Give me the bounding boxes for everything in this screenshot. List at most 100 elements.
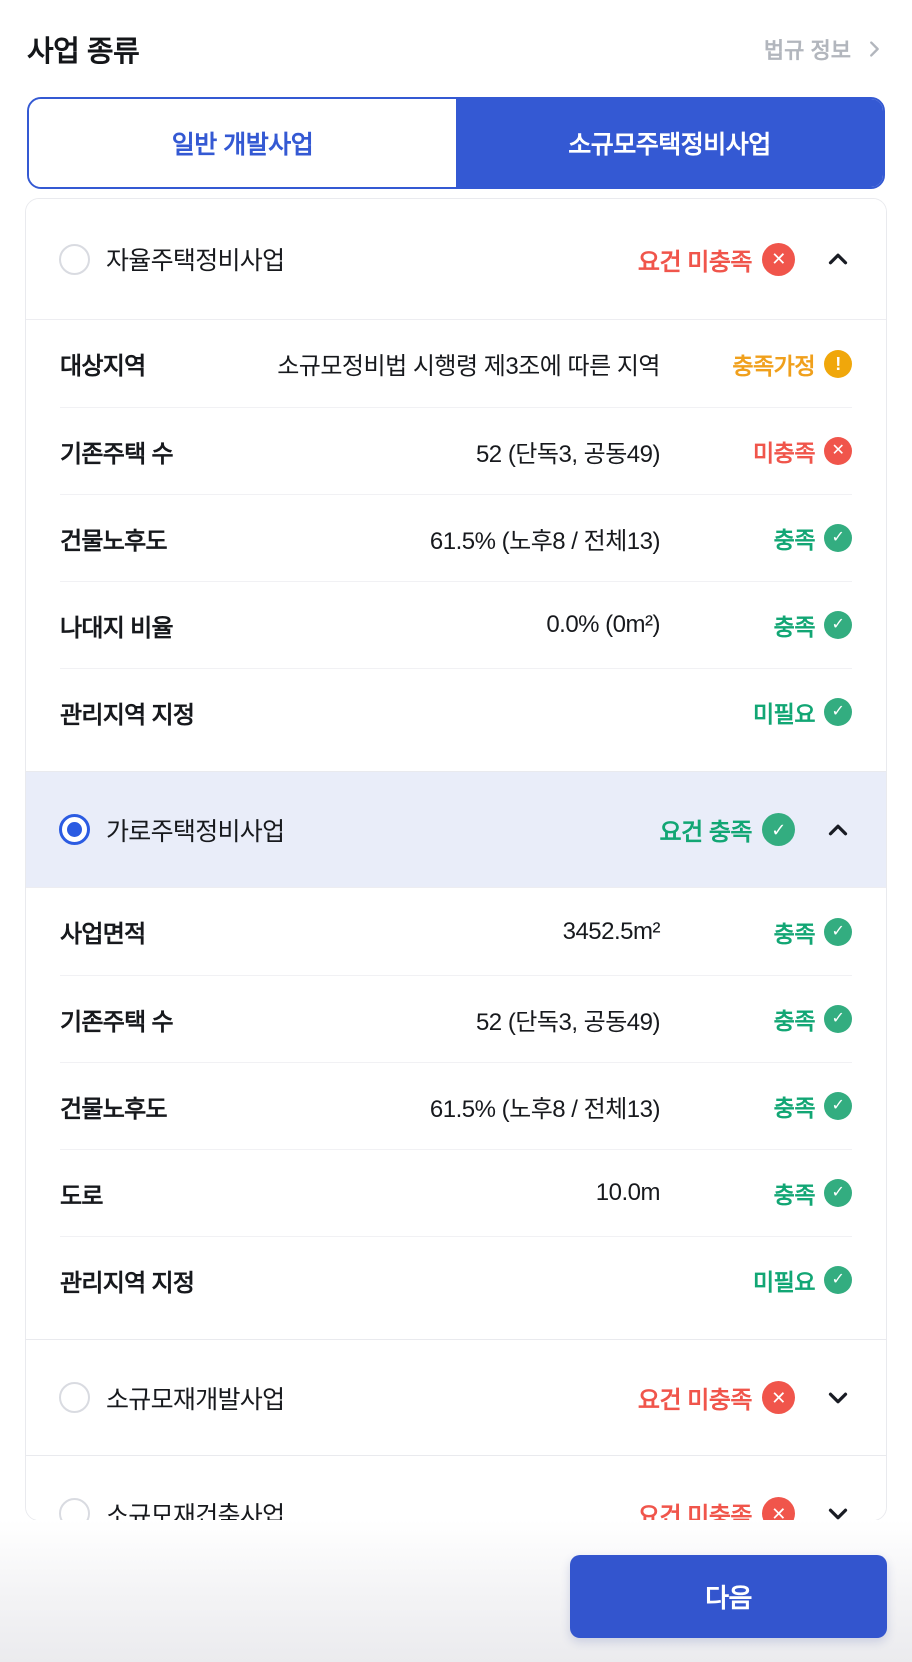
section-status-badge: 요건 미충족 ✕ bbox=[638, 1380, 795, 1415]
criteria-status-badge: 충족가정 ! bbox=[690, 347, 852, 381]
check-icon: ✓ bbox=[824, 1092, 852, 1120]
criteria-label: 건물노후도 bbox=[60, 527, 168, 555]
check-icon: ✓ bbox=[824, 1005, 852, 1033]
criteria-row: 나대지 비율 0.0% (0m²) 충족 ✓ bbox=[60, 581, 852, 668]
criteria-value: 52 (단독3, 공동49) bbox=[475, 1008, 661, 1036]
tab-small-scale-housing[interactable]: 소규모주택정비사업 bbox=[456, 99, 883, 187]
criteria-value: 61.5% (노후8 / 전체13) bbox=[429, 1095, 661, 1123]
criteria-status-badge: 충족 ✓ bbox=[690, 521, 852, 555]
project-section: 가로주택정비사업 요건 충족 ✓ 사업면적 3452.5m² 충족 ✓ 기존주택… bbox=[26, 771, 886, 1339]
section-status-label: 요건 미충족 bbox=[637, 248, 753, 276]
project-section-body: 사업면적 3452.5m² 충족 ✓ 기존주택 수 52 (단독3, 공동49)… bbox=[26, 887, 886, 1339]
criteria-status-badge: 충족 ✓ bbox=[690, 1089, 852, 1123]
section-status-label: 요건 미충족 bbox=[637, 1387, 753, 1414]
criteria-status-badge: 충족 ✓ bbox=[690, 1176, 852, 1210]
project-section-header[interactable]: 소규모재개발사업 요건 미충족 ✕ bbox=[26, 1340, 886, 1455]
criteria-status-badge: 충족 ✓ bbox=[690, 608, 852, 642]
criteria-status-badge: 충족 ✓ bbox=[690, 1002, 852, 1036]
next-button[interactable]: 다음 bbox=[570, 1555, 887, 1638]
check-icon: ✓ bbox=[824, 698, 852, 726]
radio-icon[interactable] bbox=[59, 814, 90, 845]
project-section-header[interactable]: 자율주택정비사업 요건 미충족 ✕ bbox=[26, 199, 886, 319]
criteria-value: 52 (단독3, 공동49) bbox=[475, 440, 661, 468]
check-icon: ✓ bbox=[824, 1179, 852, 1207]
tab-general-development[interactable]: 일반 개발사업 bbox=[29, 99, 456, 187]
criteria-status-badge: 미필요 ✓ bbox=[690, 695, 852, 729]
criteria-value: 0.0% (0m²) bbox=[546, 611, 660, 638]
criteria-status-label: 미필요 bbox=[753, 701, 815, 727]
x-icon: ✕ bbox=[762, 1497, 795, 1520]
criteria-status-label: 충족가정 bbox=[732, 352, 815, 379]
project-section: 소규모재개발사업 요건 미충족 ✕ bbox=[26, 1339, 886, 1455]
criteria-label: 대상지역 bbox=[60, 353, 146, 380]
chevron-toggle-icon[interactable] bbox=[823, 815, 853, 845]
check-icon: ✓ bbox=[824, 524, 852, 552]
criteria-label: 관리지역 지정 bbox=[60, 1269, 195, 1297]
project-section-body: 대상지역 소규모정비법 시행령 제3조에 따른 지역 충족가정 ! 기존주택 수… bbox=[26, 319, 886, 771]
x-icon: ✕ bbox=[762, 242, 795, 276]
criteria-row: 건물노후도 61.5% (노후8 / 전체13) 충족 ✓ bbox=[60, 1062, 852, 1149]
criteria-row: 기존주택 수 52 (단독3, 공동49) 미충족 ✕ bbox=[60, 407, 852, 494]
criteria-label: 관리지역 지정 bbox=[60, 701, 195, 729]
footer-bar: 다음 bbox=[0, 1520, 912, 1662]
section-status-badge: 요건 미충족 ✕ bbox=[637, 1496, 795, 1521]
radio-icon[interactable] bbox=[59, 1382, 90, 1413]
radio-icon[interactable] bbox=[59, 1498, 90, 1520]
chevron-toggle-icon[interactable] bbox=[823, 244, 853, 274]
criteria-row: 사업면적 3452.5m² 충족 ✓ bbox=[60, 888, 852, 975]
radio-icon[interactable] bbox=[59, 243, 90, 275]
project-section-name: 소규모재건축사업 bbox=[106, 1501, 285, 1521]
criteria-status-label: 충족 bbox=[773, 1008, 816, 1034]
section-status-label: 요건 미충족 bbox=[637, 1503, 753, 1521]
criteria-label: 건물노후도 bbox=[60, 1095, 168, 1123]
criteria-status-label: 충족 bbox=[773, 920, 816, 947]
law-info-label: 법규 정보 bbox=[763, 38, 851, 63]
page-title: 사업 종류 bbox=[27, 36, 140, 68]
law-info-link[interactable]: 법규 정보 bbox=[764, 33, 885, 65]
criteria-row: 대상지역 소규모정비법 시행령 제3조에 따른 지역 충족가정 ! bbox=[60, 320, 852, 407]
criteria-status-label: 충족 bbox=[773, 1095, 816, 1121]
project-section-header[interactable]: 가로주택정비사업 요건 충족 ✓ bbox=[26, 772, 886, 887]
chevron-right-icon bbox=[863, 38, 885, 60]
criteria-row: 도로 10.0m 충족 ✓ bbox=[60, 1149, 852, 1236]
project-section-name: 자율주택정비사업 bbox=[106, 247, 285, 275]
criteria-row: 관리지역 지정 미필요 ✓ bbox=[60, 668, 852, 755]
project-accordion-card: 자율주택정비사업 요건 미충족 ✕ 대상지역 소규모정비법 시행령 제3조에 따… bbox=[25, 198, 887, 1521]
page-header: 사업 종류 법규 정보 bbox=[0, 0, 912, 70]
criteria-label: 나대지 비율 bbox=[60, 614, 174, 642]
criteria-label: 사업면적 bbox=[60, 921, 146, 948]
section-status-badge: 요건 미충족 ✕ bbox=[638, 242, 795, 277]
criteria-value: 3452.5m² bbox=[562, 917, 661, 945]
criteria-row: 기존주택 수 52 (단독3, 공동49) 충족 ✓ bbox=[60, 975, 852, 1062]
warning-icon: ! bbox=[824, 349, 852, 378]
criteria-label: 도로 bbox=[60, 1182, 103, 1210]
chevron-toggle-icon[interactable] bbox=[823, 1383, 853, 1413]
project-section: 자율주택정비사업 요건 미충족 ✕ 대상지역 소규모정비법 시행령 제3조에 따… bbox=[26, 199, 886, 771]
criteria-label: 기존주택 수 bbox=[60, 1008, 174, 1036]
criteria-status-badge: 충족 ✓ bbox=[690, 915, 852, 949]
criteria-row: 건물노후도 61.5% (노후8 / 전체13) 충족 ✓ bbox=[60, 494, 852, 581]
criteria-status-label: 충족 bbox=[773, 527, 816, 553]
criteria-status-label: 미충족 bbox=[753, 440, 815, 466]
project-section-name: 소규모재개발사업 bbox=[106, 1385, 285, 1414]
criteria-status-label: 미필요 bbox=[753, 1269, 815, 1295]
section-status-label: 요건 충족 bbox=[659, 819, 753, 846]
x-icon: ✕ bbox=[824, 437, 852, 465]
project-type-tabs: 일반 개발사업 소규모주택정비사업 bbox=[27, 97, 885, 189]
criteria-value: 10.0m bbox=[595, 1179, 661, 1206]
section-status-badge: 요건 충족 ✓ bbox=[659, 812, 795, 847]
project-section-header[interactable]: 소규모재건축사업 요건 미충족 ✕ bbox=[26, 1456, 886, 1521]
criteria-status-badge: 미충족 ✕ bbox=[690, 434, 852, 468]
project-section-name: 가로주택정비사업 bbox=[106, 817, 285, 846]
check-icon: ✓ bbox=[824, 611, 852, 639]
criteria-label: 기존주택 수 bbox=[60, 440, 174, 468]
criteria-row: 관리지역 지정 미필요 ✓ bbox=[60, 1236, 852, 1323]
criteria-value: 소규모정비법 시행령 제3조에 따른 지역 bbox=[277, 353, 660, 380]
criteria-value: 61.5% (노후8 / 전체13) bbox=[429, 527, 661, 555]
criteria-status-badge: 미필요 ✓ bbox=[690, 1263, 852, 1297]
check-icon: ✓ bbox=[824, 917, 852, 946]
chevron-toggle-icon[interactable] bbox=[823, 1499, 853, 1521]
check-icon: ✓ bbox=[824, 1266, 852, 1294]
criteria-status-label: 충족 bbox=[773, 614, 816, 640]
